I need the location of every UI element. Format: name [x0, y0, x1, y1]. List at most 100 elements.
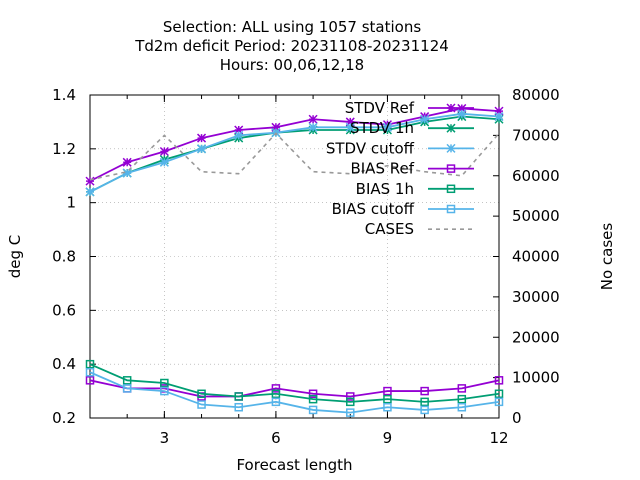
legend-marker-bias-cutoff — [446, 204, 456, 214]
data-point-bias-cutoff — [420, 405, 429, 415]
legend-marker-bias-1h — [446, 184, 456, 194]
data-point-bias-1h — [494, 389, 504, 399]
legend-item-bias-ref: BIAS Ref — [350, 160, 474, 178]
legend-label-bias-cutoff: BIAS cutoff — [332, 200, 415, 218]
legend-label-stdv-1h: STDV 1h — [350, 119, 414, 137]
data-point-stdv-cutoff — [85, 187, 95, 197]
y2-tick-label: 10000 — [512, 369, 560, 387]
y-tick-label: 1.4 — [52, 86, 76, 104]
series — [85, 103, 504, 417]
series-line-stdv-ref — [89, 107, 500, 182]
series-line-bias-cutoff — [89, 371, 500, 414]
data-point-stdv-cutoff — [234, 130, 244, 140]
series-line-stdv-cutoff — [89, 112, 500, 193]
data-point-bias-cutoff — [234, 402, 243, 412]
series-stdv-1h — [85, 112, 504, 197]
y-tick-label: 0.6 — [52, 301, 76, 319]
data-point-stdv-cutoff — [494, 112, 504, 122]
data-point-stdv-ref — [85, 176, 95, 186]
legend-marker-bias-ref — [446, 164, 456, 173]
y2-tick-label: 70000 — [512, 126, 560, 144]
data-point-stdv-cutoff — [308, 122, 318, 132]
x-tick-label: 6 — [271, 429, 281, 447]
y-axis-label: deg C — [6, 235, 24, 279]
series-bias-1h — [85, 359, 504, 407]
data-point-bias-ref — [420, 386, 429, 396]
y2-tick-label: 30000 — [512, 288, 560, 306]
y2-tick-label: 80000 — [512, 86, 560, 104]
legend-marker-stdv-ref — [446, 103, 456, 113]
data-point-bias-cutoff — [160, 386, 169, 396]
data-point-bias-1h — [234, 392, 243, 401]
series-line-cases — [89, 132, 500, 181]
data-point-stdv-cutoff — [382, 122, 392, 132]
x-tick-label: 9 — [383, 429, 393, 447]
chart-title-line-1: Selection: ALL using 1057 stations — [163, 18, 422, 36]
data-point-stdv-ref — [159, 146, 169, 157]
data-point-stdv-ref — [197, 133, 207, 143]
legend-label-stdv-ref: STDV Ref — [345, 99, 415, 117]
legend-marker-stdv-1h — [446, 123, 456, 133]
data-point-stdv-ref — [122, 157, 132, 167]
y2-axis-label: No cases — [598, 223, 616, 291]
data-point-bias-1h — [420, 397, 429, 407]
data-point-bias-ref — [308, 389, 318, 399]
series-bias-cutoff — [85, 367, 504, 417]
legend-item-stdv-1h: STDV 1h — [350, 119, 474, 137]
axes: 0.2 0.4 0.6 0.8 1 1.2 1.4 0 10000 20000 30000 40000… — [52, 86, 560, 447]
data-point-stdv-ref — [345, 117, 355, 127]
data-point-stdv-cutoff — [122, 168, 132, 178]
data-point-stdv-cutoff — [457, 109, 467, 119]
legend-label-stdv-cutoff: STDV cutoff — [326, 139, 415, 157]
y2-tick-label: 60000 — [512, 167, 560, 185]
data-point-bias-ref — [494, 376, 504, 385]
series-line-bias-ref — [89, 379, 500, 398]
series-line-bias-1h — [89, 363, 500, 403]
data-point-stdv-ref — [234, 125, 244, 135]
data-point-bias-cutoff — [122, 384, 132, 393]
y2-tick-label: 0 — [512, 409, 522, 427]
data-point-bias-cutoff — [308, 405, 318, 415]
legend: STDV Ref STDV 1h STDV cutoff BIAS Ref BIAS 1… — [326, 99, 474, 238]
data-point-bias-cutoff — [383, 402, 392, 412]
chart-title-line-3: Hours: 00,06,12,18 — [220, 56, 364, 74]
data-point-bias-ref — [457, 384, 467, 393]
data-point-bias-cutoff — [271, 397, 281, 407]
data-point-bias-ref — [383, 386, 392, 396]
data-point-bias-cutoff — [346, 408, 355, 417]
data-point-bias-1h — [85, 359, 95, 369]
y-tick-label: 0.4 — [52, 355, 76, 373]
legend-label-bias-ref: BIAS Ref — [350, 160, 414, 178]
data-point-stdv-ref — [308, 114, 318, 124]
data-point-bias-cutoff — [197, 400, 206, 409]
data-point-stdv-cutoff — [345, 122, 355, 132]
data-point-bias-1h — [271, 389, 281, 399]
data-point-bias-ref — [346, 392, 355, 401]
legend-item-stdv-cutoff: STDV cutoff — [326, 139, 474, 157]
data-point-bias-cutoff — [494, 397, 504, 407]
data-point-bias-1h — [383, 394, 392, 404]
legend-item-bias-1h: BIAS 1h — [356, 180, 474, 198]
legend-item-bias-cutoff: BIAS cutoff — [332, 200, 474, 218]
y-tick-label: 0.8 — [52, 248, 76, 266]
legend-label-bias-1h: BIAS 1h — [356, 180, 414, 198]
legend-label-cases: CASES — [365, 220, 414, 238]
series-cases — [89, 132, 500, 181]
x-axis-label: Forecast length — [236, 456, 352, 474]
data-point-stdv-cutoff — [197, 144, 207, 154]
grid — [90, 95, 499, 418]
data-point-bias-cutoff — [85, 367, 95, 377]
x-tick-label: 3 — [160, 429, 170, 447]
y2-tick-label: 40000 — [512, 248, 560, 266]
data-point-stdv-cutoff — [420, 114, 430, 124]
y2-tick-label: 50000 — [512, 207, 560, 225]
legend-item-cases: CASES — [365, 220, 474, 238]
data-point-bias-ref — [271, 384, 281, 393]
data-point-bias-1h — [346, 397, 355, 407]
data-point-bias-1h — [308, 394, 318, 404]
y-tick-label: 1.2 — [52, 140, 76, 158]
data-point-bias-1h — [197, 389, 206, 399]
data-point-stdv-ref — [494, 106, 504, 116]
data-point-stdv-ref — [271, 122, 281, 132]
data-point-bias-ref — [85, 376, 95, 385]
